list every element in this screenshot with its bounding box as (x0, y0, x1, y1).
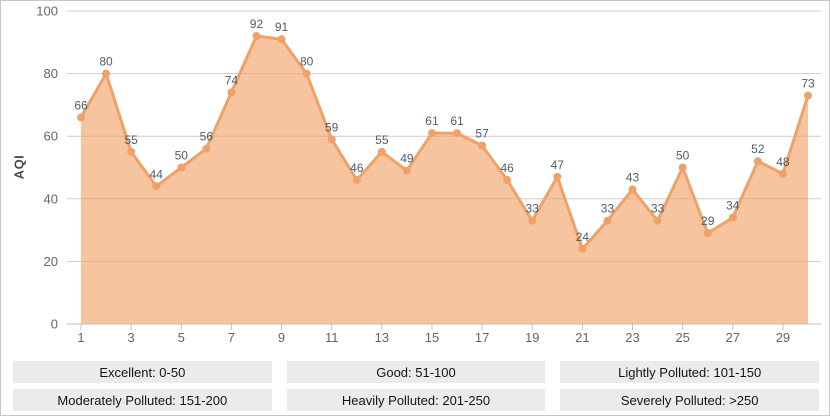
data-point-label: 33 (526, 202, 540, 216)
data-point-label: 33 (601, 202, 615, 216)
data-point-label: 91 (275, 20, 289, 34)
data-point[interactable] (252, 32, 261, 41)
data-point[interactable] (402, 166, 411, 175)
data-point[interactable] (427, 129, 436, 138)
x-tick-label: 25 (675, 330, 689, 345)
data-point[interactable] (703, 229, 712, 238)
x-tick-label: 13 (375, 330, 389, 345)
x-tick-label: 5 (178, 330, 185, 345)
data-point-label: 80 (300, 55, 314, 69)
data-point[interactable] (653, 216, 662, 225)
y-axis-title: AQI (11, 154, 27, 180)
data-point-label: 29 (701, 214, 715, 228)
trend-line (79, 34, 810, 251)
data-point-label: 44 (150, 167, 164, 181)
y-tick-label: 80 (44, 66, 58, 81)
x-tick-label: 1 (77, 330, 84, 345)
data-point[interactable] (778, 169, 787, 178)
aqi-area-chart: 1 3 5 7 9 11 13 15 17 19 21 23 25 27 29020406080100668… (36, 4, 821, 345)
x-tick-label: 9 (278, 330, 285, 345)
x-tick-label: 27 (726, 330, 740, 345)
x-tick-label: 3 (128, 330, 135, 345)
data-point-label: 52 (751, 142, 765, 156)
data-point[interactable] (553, 172, 562, 181)
aqi-legend: Excellent: 0-50 Good: 51-100 Lightly Pol… (13, 361, 819, 411)
data-point[interactable] (503, 176, 512, 185)
y-tick-label: 20 (44, 254, 58, 269)
legend-item-severely-polluted: Severely Polluted: >250 (560, 389, 819, 411)
y-tick-label: 100 (36, 4, 58, 19)
data-point-label: 24 (576, 230, 590, 244)
data-point-label: 57 (475, 127, 489, 141)
data-point[interactable] (578, 244, 587, 253)
legend-item-lightly-polluted: Lightly Polluted: 101-150 (560, 361, 819, 383)
data-point-label: 49 (400, 152, 414, 166)
data-point-label: 46 (500, 161, 514, 175)
data-point-label: 73 (801, 77, 815, 91)
data-point-label: 74 (225, 73, 239, 87)
x-tick-label: 21 (575, 330, 589, 345)
data-point-label: 59 (325, 120, 339, 134)
data-point[interactable] (77, 113, 85, 122)
data-point[interactable] (453, 129, 462, 138)
data-point[interactable] (102, 69, 111, 78)
y-tick-label: 60 (44, 129, 58, 144)
chart-area: 1 3 5 7 9 11 13 15 17 19 21 23 25 27 29 0 20 40 60 80 100 66 8… (1, 1, 829, 353)
data-point-label: 46 (350, 161, 364, 175)
y-tick-label: 40 (44, 191, 58, 206)
data-point[interactable] (678, 163, 687, 172)
data-point[interactable] (478, 141, 487, 150)
data-point-label: 50 (676, 149, 690, 163)
data-point[interactable] (177, 163, 186, 172)
x-tick-label: 17 (475, 330, 489, 345)
x-tick-label: 23 (625, 330, 639, 345)
data-point-label: 61 (450, 114, 464, 128)
data-point-label: 61 (425, 114, 439, 128)
data-point-label: 50 (175, 149, 189, 163)
data-point-label: 56 (200, 130, 214, 144)
legend-item-excellent: Excellent: 0-50 (13, 361, 272, 383)
data-point[interactable] (152, 182, 161, 191)
data-point-label: 47 (551, 158, 565, 172)
data-point[interactable] (327, 135, 336, 144)
data-point[interactable] (202, 144, 211, 153)
data-point-label: 33 (651, 202, 665, 216)
data-point-label: 43 (626, 170, 640, 184)
data-point-label: 80 (99, 55, 113, 69)
data-point-label: 48 (776, 155, 790, 169)
data-point[interactable] (528, 216, 537, 225)
data-point[interactable] (753, 157, 762, 166)
x-tick-label: 15 (425, 330, 439, 345)
data-point[interactable] (127, 147, 136, 156)
data-point[interactable] (352, 176, 361, 185)
data-point-label: 66 (74, 98, 88, 112)
data-point[interactable] (628, 185, 637, 194)
data-point[interactable] (804, 91, 812, 100)
x-tick-label: 11 (325, 330, 339, 345)
data-point-label: 34 (726, 199, 740, 213)
area-fill (81, 36, 808, 324)
data-point[interactable] (277, 35, 286, 44)
x-tick-label: 7 (228, 330, 235, 345)
y-tick-label: 0 (51, 317, 58, 332)
data-point[interactable] (227, 88, 236, 97)
data-point-label: 92 (250, 17, 264, 31)
data-point[interactable] (377, 147, 386, 156)
x-tick-label: 29 (776, 330, 790, 345)
data-point[interactable] (302, 69, 311, 78)
legend-item-good: Good: 51-100 (286, 361, 546, 383)
x-tick-label: 19 (525, 330, 539, 345)
data-point[interactable] (728, 213, 737, 222)
data-point-label: 55 (124, 133, 138, 147)
legend-item-moderately-polluted: Moderately Polluted: 151-200 (13, 389, 272, 411)
data-point[interactable] (603, 216, 612, 225)
data-point-label: 55 (375, 133, 389, 147)
legend-item-heavily-polluted: Heavily Polluted: 201-250 (286, 389, 546, 411)
